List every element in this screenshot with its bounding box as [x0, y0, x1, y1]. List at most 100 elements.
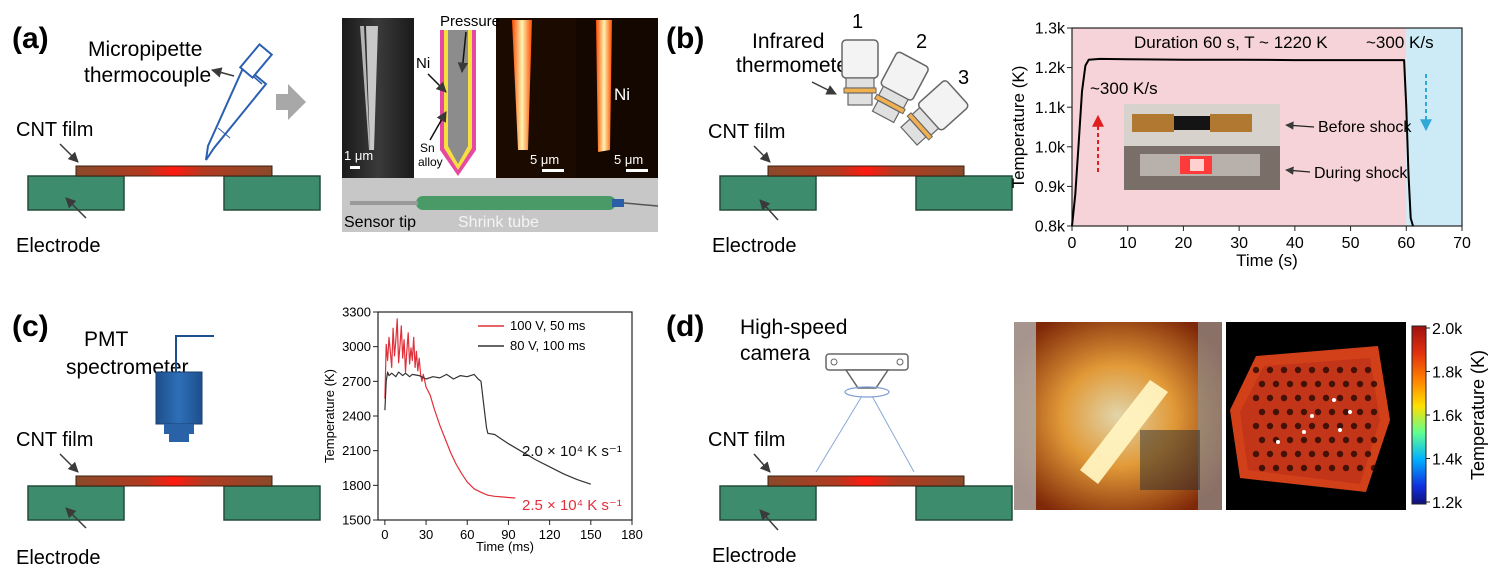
electrode-arrow-a [65, 197, 87, 219]
pmt-spectrometer-icon [155, 335, 214, 442]
y-tick-label: 2700 [342, 374, 371, 389]
map-dot [1356, 408, 1364, 416]
map-dot [1364, 450, 1372, 458]
electrode-arrow-b [759, 199, 779, 221]
micrograph-glow-left [496, 18, 576, 178]
map-hotspot [1338, 428, 1342, 432]
micropipette-icon [205, 42, 274, 161]
map-dot [1356, 464, 1364, 472]
map-dot [1280, 366, 1288, 374]
photo-glowing-chamber [1014, 322, 1222, 510]
map-dot [1286, 408, 1294, 416]
panel-b: (b) Infrared thermometer 1 2 3 CNT film [666, 11, 1471, 270]
y-tick-label: 2400 [342, 409, 371, 424]
map-dot [1286, 436, 1294, 444]
x-axis-label: Time (ms) [476, 539, 534, 554]
map-dot [1342, 408, 1350, 416]
map-dot [1258, 408, 1266, 416]
map-dot [1322, 422, 1330, 430]
map-dot [1370, 408, 1378, 416]
map-dot [1252, 422, 1260, 430]
y-tick-label: 1.2k [1035, 60, 1066, 77]
during-shock-label: During shock [1314, 165, 1408, 182]
map-dot [1280, 422, 1288, 430]
map-dot [1286, 380, 1294, 388]
x-tick-label: 0 [1068, 235, 1077, 252]
y-axis-label: Temperature (K) [322, 369, 337, 463]
map-dot [1328, 408, 1336, 416]
electrode-left-b [719, 175, 817, 211]
y-tick-label: 3000 [342, 339, 371, 354]
map-dot [1294, 422, 1302, 430]
map-dot [1322, 366, 1330, 374]
map-dot [1308, 422, 1316, 430]
scale-bar-3 [626, 169, 648, 172]
map-dot [1342, 436, 1350, 444]
map-dot [1300, 464, 1308, 472]
colorbar-tick-label: 1.4k [1432, 452, 1463, 469]
map-dot [1370, 436, 1378, 444]
thermometer-number-1: 1 [852, 11, 863, 33]
map-dot [1308, 450, 1316, 458]
shrink-tube-label: Shrink tube [458, 214, 539, 231]
before-shock-label: Before shock [1318, 119, 1412, 136]
legend-label-2: 80 V, 100 ms [510, 338, 586, 353]
thermometer-number-3: 3 [958, 67, 969, 89]
y-tick-label: 0.9k [1035, 179, 1066, 196]
inset-photo [1124, 104, 1280, 190]
x-tick-label: 70 [1453, 235, 1471, 252]
plot-frame [1071, 27, 1463, 227]
y-tick-label: 1500 [342, 513, 371, 528]
electrode-right-d [915, 485, 1013, 521]
y-tick-label: 1800 [342, 478, 371, 493]
micropipette-arrow [210, 67, 235, 78]
series-line-1 [384, 318, 516, 499]
detector-label-line1: PMT [84, 328, 129, 351]
electrode-left-c [27, 485, 125, 521]
micropipette-label-line2: thermocouple [84, 64, 211, 87]
map-dot [1258, 436, 1266, 444]
thermometer-label-line2: thermometer [736, 54, 855, 77]
map-dot [1364, 422, 1372, 430]
micropipette-label-line1: Micropipette [88, 38, 202, 61]
map-dot [1370, 464, 1378, 472]
series-line-2 [384, 371, 591, 485]
ni-arrow [427, 73, 447, 93]
map-hotspot [1302, 430, 1306, 434]
map-dot [1252, 450, 1260, 458]
scale-bar-label-3: 5 μm [614, 152, 643, 167]
micrograph-composite [342, 18, 659, 232]
micrograph-sem [342, 18, 414, 178]
map-dot [1350, 450, 1358, 458]
x-tick-label: 10 [1119, 235, 1137, 252]
infrared-thermometer-icon-2 [871, 51, 929, 124]
x-axis-label: Time (s) [1236, 251, 1298, 270]
map-dot [1336, 366, 1344, 374]
scale-bar-label-1: 1 μm [344, 148, 373, 163]
map-dot [1314, 408, 1322, 416]
thermal-map-dots [1252, 366, 1378, 472]
pressure-label: Pressure [440, 13, 500, 30]
electrode-left-a [27, 175, 125, 211]
thermometer-arrow [811, 81, 837, 95]
x-tick-label: 180 [621, 527, 643, 542]
high-speed-camera-icon [815, 353, 915, 473]
x-tick-label: 60 [460, 527, 474, 542]
chart-temperature-vs-time-s: 0 10 20 30 40 50 60 70 0.8k 0.9k 1.0k 1.1k 1.2k 1.3k T… [1009, 21, 1471, 270]
y-tick-label: 1.1k [1035, 100, 1066, 117]
film-arrow-a [59, 143, 79, 163]
cnt-film-d [767, 475, 965, 487]
micrograph-glow-right [576, 18, 658, 178]
map-dot [1308, 394, 1316, 402]
colorbar-label: Temperature (K) [1468, 350, 1488, 480]
map-dot [1280, 394, 1288, 402]
map-dot [1328, 436, 1336, 444]
scale-bar-2 [542, 169, 564, 172]
map-dot [1280, 450, 1288, 458]
electrode-label-a: Electrode [16, 235, 101, 257]
map-dot [1328, 380, 1336, 388]
pressure-arrow [457, 31, 469, 74]
y-tick-label: 0.8k [1035, 219, 1066, 236]
map-dot [1308, 366, 1316, 374]
